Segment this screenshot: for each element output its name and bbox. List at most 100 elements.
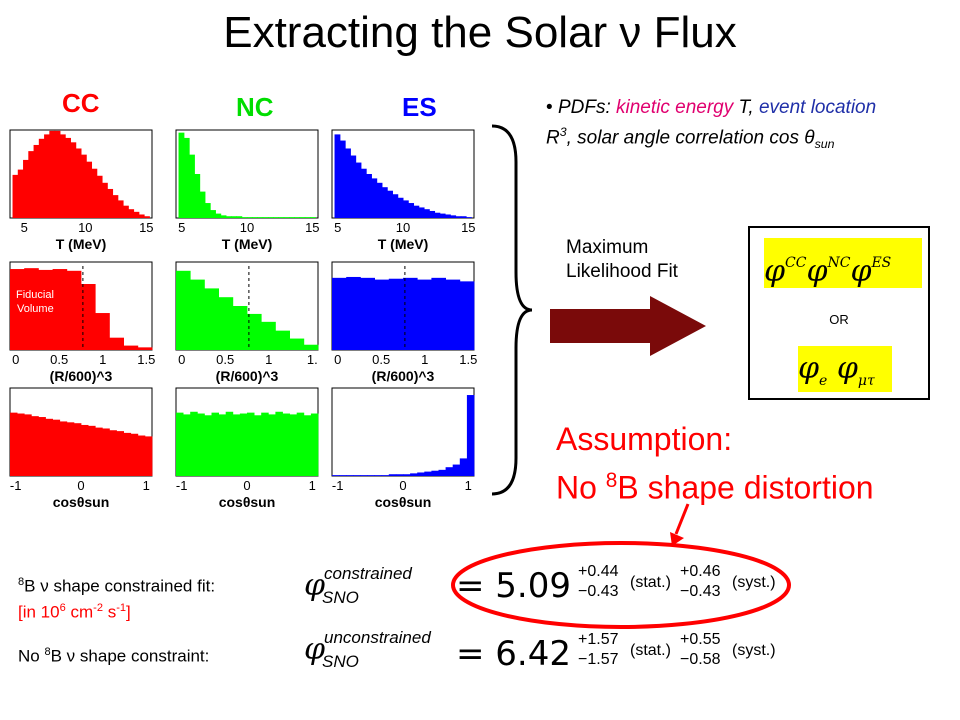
histogram-bar (24, 414, 32, 476)
histogram-panel-NC-R: 0 0.5 1 1. (R/600)^3 (175, 261, 319, 384)
nc-column-label: NC (236, 92, 274, 122)
axis-label: cosθsun (53, 494, 110, 510)
histogram-bar (52, 269, 68, 350)
tick-label: 0.5 (372, 352, 390, 367)
histogram-bar (387, 190, 393, 218)
histogram-bar (275, 330, 290, 350)
histogram-bar (252, 217, 259, 218)
tick-label: 0 (12, 352, 19, 367)
histogram-bar (75, 148, 82, 218)
pdfs-description: • PDFs: kinetic energy T, event location… (546, 97, 877, 152)
histogram-bar (144, 216, 150, 218)
histogram-bar (403, 474, 411, 476)
histogram-bar (459, 281, 475, 350)
right-arrow-icon (550, 296, 706, 356)
histogram-bar (438, 469, 446, 476)
histogram-bar (59, 421, 68, 476)
histogram-bar (204, 415, 212, 476)
flux-units: [in 106 cm-2 s-1] (18, 602, 131, 622)
histogram-bar (176, 270, 191, 350)
histogram-bar (95, 427, 103, 476)
histogram-bar (408, 203, 415, 218)
histogram-bar (388, 278, 404, 350)
histogram-bar (429, 210, 436, 218)
histogram-bar (257, 217, 264, 218)
histogram-bar (199, 191, 206, 218)
histogram-bar (395, 474, 404, 476)
histogram-bar (81, 284, 96, 350)
histogram-bar (355, 162, 362, 218)
histogram-bar (410, 473, 418, 476)
histogram-bar (417, 472, 425, 476)
histogram-bar (371, 178, 378, 218)
tick-label: 15 (139, 220, 153, 235)
tick-label: 1. (307, 352, 318, 367)
constrained-stat-label: (stat.) (630, 574, 671, 591)
histogram-bar (232, 414, 241, 476)
highlight-ellipse (451, 541, 791, 629)
unconstrained-syst-errors: +0.55 −0.58 (680, 631, 721, 668)
axis-label: cosθsun (219, 494, 276, 510)
histogram-bar (424, 471, 432, 476)
histogram-bar (289, 338, 305, 350)
histogram-bar (246, 217, 253, 218)
histogram-bar (38, 417, 46, 476)
histogram-bar (17, 169, 24, 218)
histogram-bar (239, 413, 248, 476)
histogram-bar (59, 134, 66, 218)
histogram-bar (267, 217, 274, 218)
histogram-bar (332, 277, 347, 350)
histogram-bar (28, 151, 35, 218)
curly-brace (491, 124, 533, 496)
tick-label: 1 (143, 478, 150, 493)
histogram-bar (218, 414, 227, 476)
histogram-bar (445, 467, 454, 476)
histogram-bar (275, 411, 283, 476)
histogram-bar (466, 217, 472, 218)
tick-label: 1.5 (137, 352, 155, 367)
histogram-bar (144, 436, 153, 476)
bullet-icon: • (546, 97, 553, 118)
tick-label: 5 (178, 220, 185, 235)
histogram-bar (431, 470, 439, 476)
es-column-label: ES (402, 92, 437, 122)
pointer-arrow-icon (670, 503, 690, 546)
histogram-panel-CC-R: 0 0.5 1 1.5 (R/600)^3 (9, 261, 155, 384)
histogram-panel-CC-cos: -1 0 1 cosθsun (9, 387, 153, 510)
histogram-bar (374, 279, 390, 350)
histogram-panel-ES-R: 0 0.5 1 1.5 (R/600)^3 (331, 261, 477, 384)
histogram-bar (86, 161, 93, 218)
histogram-bar (247, 313, 262, 350)
histogram-bar (204, 203, 211, 218)
histogram-bar (220, 215, 227, 218)
histogram-bar (303, 344, 319, 350)
histogram-bar (194, 174, 201, 218)
axis-label: (R/600)^3 (372, 368, 435, 384)
tick-label: 0 (77, 478, 84, 493)
histogram-bar (431, 277, 446, 350)
constrained-syst-label: (syst.) (732, 574, 776, 591)
histogram-bar (392, 194, 399, 218)
histogram-bar (466, 395, 475, 476)
histogram-bar (91, 168, 98, 218)
constrained-fit-label: 8B ν shape constrained fit: (18, 576, 216, 596)
histogram-bar (445, 279, 461, 350)
histogram-bar (418, 207, 425, 218)
histogram-bar (88, 425, 96, 476)
histogram-bar (439, 213, 446, 218)
histogram-bar (283, 217, 290, 218)
fiducial-label-line1: Fiducial (16, 289, 54, 301)
axis-label: T (MeV) (222, 236, 273, 252)
tick-label: 0 (399, 478, 406, 493)
histogram-bar (31, 416, 39, 476)
tick-label: 0.5 (50, 352, 68, 367)
histogram-bar (45, 418, 53, 476)
histogram-bar (44, 134, 50, 218)
histogram-bar (190, 411, 198, 476)
histogram-bar (360, 168, 367, 218)
histogram-bar (183, 137, 190, 218)
tick-label: 15 (461, 220, 475, 235)
histogram-bar (304, 217, 311, 218)
histogram-bar (54, 130, 61, 218)
